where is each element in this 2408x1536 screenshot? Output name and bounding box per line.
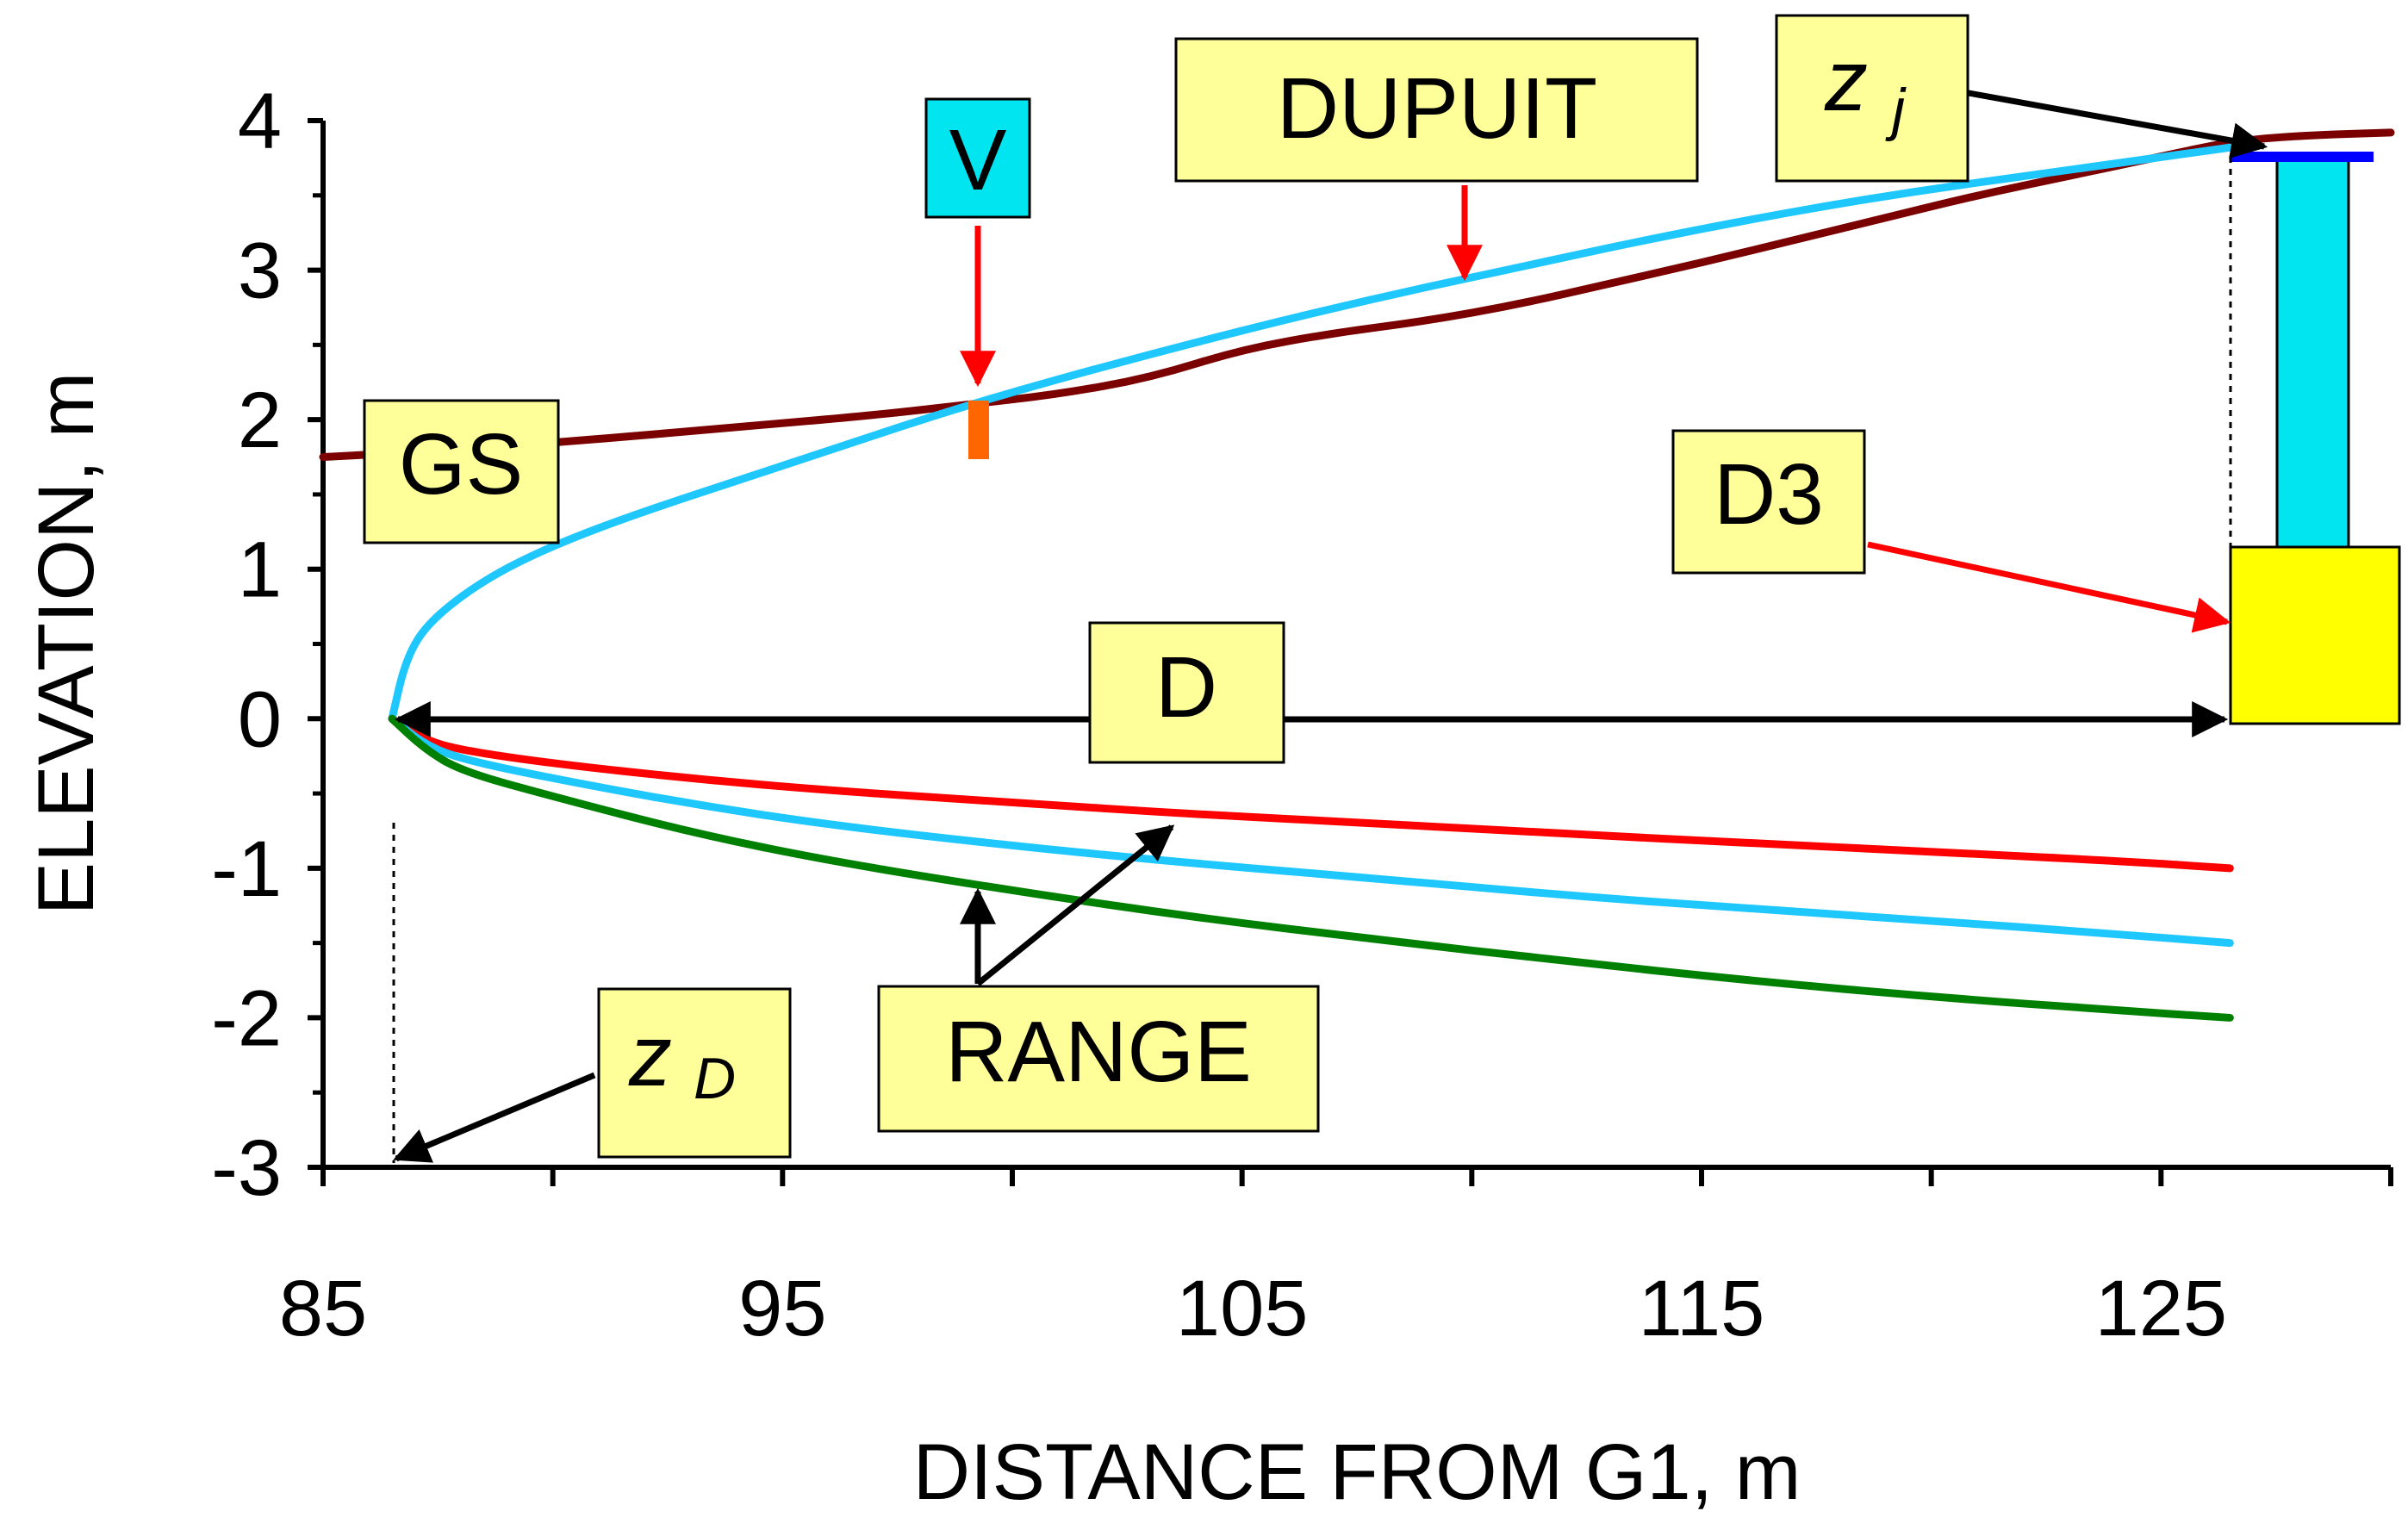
zd-arrow: [393, 1072, 596, 1163]
y-tick-label: -3: [211, 1124, 282, 1212]
callout-zd: z D: [597, 987, 792, 1159]
callout-v-label: V: [949, 112, 1007, 208]
callout-d: D: [1088, 621, 1285, 764]
series-line-range-3: [388, 714, 2234, 948]
x-tick-label: 115: [1639, 1265, 1765, 1353]
x-tick-label: 105: [1176, 1265, 1309, 1353]
callout-zj-label: z: [1824, 33, 1868, 129]
series-line-range-2: [388, 714, 2234, 873]
y-tick-label: 4: [238, 78, 282, 165]
callout-d3: D3: [1671, 429, 1866, 575]
x-tick-label: 85: [279, 1265, 367, 1353]
callout-d3-label: D3: [1714, 446, 1824, 543]
series-layer: [319, 128, 2395, 1022]
callout-dupuit: DUPUIT: [1174, 37, 1699, 183]
d3-arrow: [1867, 541, 2231, 633]
y-axis-ticks: 4 3 2 1 0 -1 -2 -3: [211, 78, 323, 1212]
callout-v: V: [924, 97, 1031, 219]
callout-range: RANGE: [877, 985, 1320, 1133]
x-tick-label: 125: [2095, 1265, 2228, 1353]
series-line-dupuit: [388, 143, 2234, 723]
d3-box: [2229, 545, 2401, 725]
y-tick-label: -1: [211, 825, 282, 913]
zj-arrow: [1968, 90, 2268, 159]
y-tick-label: 2: [238, 376, 282, 464]
x-axis-ticks: 85 95 105 115 125: [279, 1167, 2393, 1353]
x-tick-label: 95: [738, 1265, 826, 1353]
callout-zd-label: z: [628, 1008, 672, 1104]
structure: [2229, 152, 2401, 725]
callout-zd-sub: D: [694, 1046, 736, 1111]
callout-d-label: D: [1155, 639, 1217, 736]
y-tick-label: 0: [238, 675, 282, 763]
v-marker: [968, 401, 989, 459]
range-arrow-diag: [975, 824, 1175, 986]
series-line-gs: [319, 128, 2395, 462]
callout-gs-label: GS: [399, 416, 523, 513]
axes: 4 3 2 1 0 -1 -2 -3 85 95 105 115 125: [211, 78, 2393, 1353]
y-tick-label: 1: [238, 526, 282, 614]
callout-dupuit-label: DUPUIT: [1277, 60, 1597, 157]
y-tick-label: 3: [238, 227, 282, 315]
x-axis-title: DISTANCE FROM G1, m: [913, 1428, 1801, 1516]
callout-zj: z j: [1775, 14, 1969, 183]
y-axis-title: ELEVATION, m: [22, 372, 110, 915]
riser-pipe: [2275, 156, 2350, 549]
series-line-range-4: [388, 714, 2234, 1022]
y-tick-label: -2: [211, 974, 282, 1062]
callout-gs: GS: [363, 399, 560, 544]
callout-range-label: RANGE: [945, 1004, 1252, 1100]
